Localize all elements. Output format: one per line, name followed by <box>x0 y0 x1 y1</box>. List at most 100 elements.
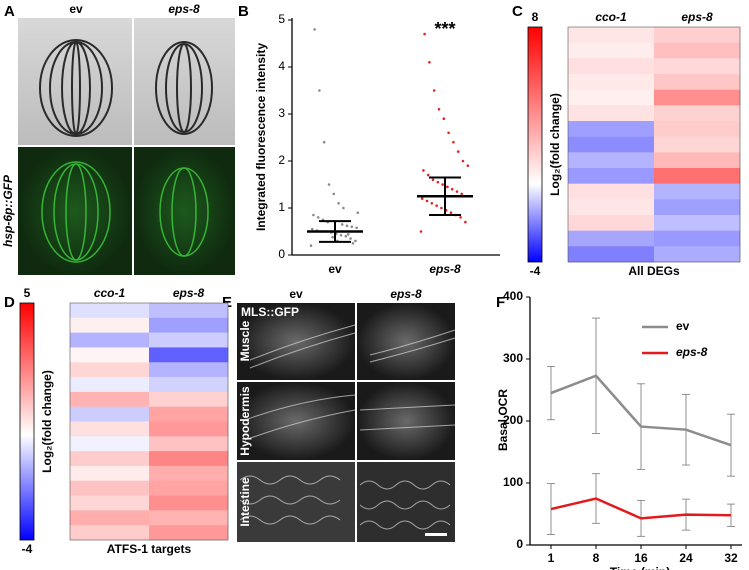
heatmap-cell <box>149 421 229 437</box>
panel-label: C <box>512 3 523 20</box>
heatmap-cell <box>568 121 655 137</box>
heatmap-cell <box>654 183 741 200</box>
column-label: eps-8 <box>168 2 200 16</box>
y-tick-label: 3 <box>278 106 285 120</box>
heatmap-cell <box>70 347 150 363</box>
heatmap-cell <box>568 136 655 153</box>
data-point <box>355 226 358 230</box>
data-line <box>550 497 732 520</box>
y-axis-label: Basal OCR <box>496 389 510 451</box>
heatmap-cell <box>70 465 150 482</box>
heatmap-cell <box>654 42 741 59</box>
heatmap-cell <box>70 495 150 511</box>
image-a <box>18 18 235 275</box>
heatmap-cell <box>654 152 741 169</box>
heatmap-cell <box>568 58 655 75</box>
heatmap-cell <box>149 303 229 319</box>
heatmap-frame <box>69 302 229 541</box>
heatmap-cell <box>568 168 655 184</box>
heatmap-cell <box>149 317 229 333</box>
heatmap-cell <box>654 121 741 137</box>
x-axis-label: All DEGs <box>628 264 680 278</box>
panel-label: E <box>222 294 232 311</box>
data-point <box>356 211 360 214</box>
heatmap-cell <box>70 332 150 348</box>
heatmap-cell <box>568 230 655 247</box>
data-point <box>459 216 462 219</box>
data-point <box>452 140 455 144</box>
y-tick-label: 1 <box>278 200 285 214</box>
data-point <box>316 216 320 219</box>
data-point <box>461 159 465 163</box>
heatmap-cell <box>654 230 741 247</box>
heatmap-cell <box>149 480 229 496</box>
data-point <box>351 241 355 245</box>
data-point <box>432 89 436 92</box>
x-tick-label: eps-8 <box>429 262 461 276</box>
data-point <box>423 32 426 36</box>
heatmap-cell <box>70 317 150 333</box>
y-tick-label: 5 <box>278 12 285 26</box>
data-point <box>350 225 354 229</box>
legend-label: eps-8 <box>676 345 708 359</box>
data-point <box>440 206 443 210</box>
data-point <box>309 244 313 247</box>
legend-label: ev <box>676 319 690 333</box>
y-tick-label: 100 <box>503 475 523 489</box>
data-point <box>318 89 321 92</box>
heatmap-cell <box>654 136 741 153</box>
data-point <box>464 220 467 224</box>
heatmap-cell <box>654 105 741 122</box>
x-axis-label: Time (min) <box>610 565 670 570</box>
column-label: cco-1 <box>94 286 126 300</box>
data-point <box>456 150 460 153</box>
heatmap-cell <box>70 451 150 467</box>
heatmap-cell <box>70 421 150 437</box>
data-point <box>441 183 444 186</box>
data-point <box>313 28 316 31</box>
heatmap-cell <box>149 362 229 378</box>
channel-label: MLS::GFP <box>241 305 299 319</box>
data-point <box>447 131 450 135</box>
data-point <box>354 239 357 243</box>
heatmap-cell <box>70 436 150 452</box>
data-point <box>442 117 446 120</box>
heatmap-cell <box>149 510 229 526</box>
heatmap-cell <box>70 303 150 319</box>
data-point <box>426 173 430 177</box>
data-point <box>450 187 454 191</box>
heatmap-cell <box>568 89 655 106</box>
data-point <box>436 180 440 184</box>
heatmap-cell <box>568 27 655 43</box>
panel-label: B <box>238 3 249 20</box>
y-tick-label: 2 <box>278 153 285 167</box>
heatmap-cell <box>654 215 741 231</box>
heatmap-cell <box>654 74 741 90</box>
heatmap-cell <box>149 391 229 407</box>
heatmap-cell <box>654 246 741 263</box>
data-point <box>310 227 314 231</box>
data-point <box>346 233 350 236</box>
heatmap-cell <box>70 510 150 526</box>
heatmap-cell <box>70 406 150 422</box>
heatmap-cell <box>149 465 229 482</box>
data-point <box>435 204 438 207</box>
data-point <box>455 190 459 193</box>
column-label: eps-8 <box>681 10 713 24</box>
x-tick-label: ev <box>328 262 342 276</box>
column-label: ev <box>69 2 83 16</box>
heatmap-cell <box>149 436 229 452</box>
y-tick-label: 400 <box>503 289 523 303</box>
data-point <box>422 169 425 172</box>
x-axis-label: ATFS-1 targets <box>107 542 192 556</box>
x-tick-label: 24 <box>679 551 693 565</box>
heatmap-cell <box>568 246 655 263</box>
row-label: hsp-6p::GFP <box>1 174 15 247</box>
heatmap-cell <box>568 74 655 90</box>
heatmap-cell <box>70 391 150 407</box>
x-tick-label: 32 <box>724 551 738 565</box>
data-point <box>460 192 464 196</box>
heatmap-cell <box>654 199 741 216</box>
